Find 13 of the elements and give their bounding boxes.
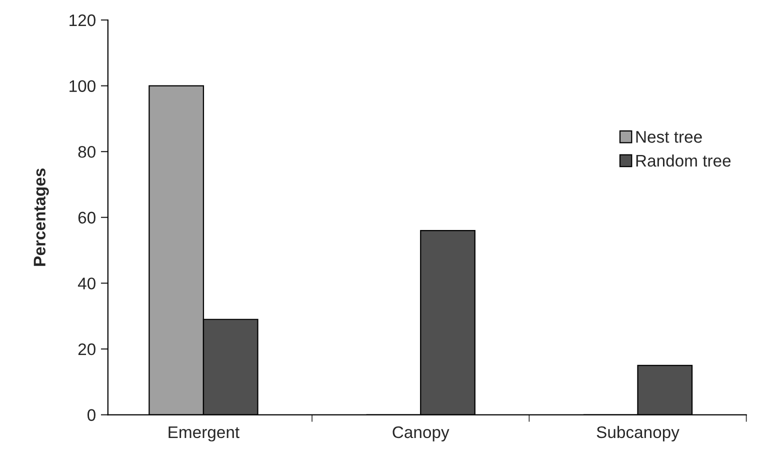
x-tick-label: Emergent	[168, 426, 240, 442]
y-tick-label: 100	[70, 80, 96, 92]
y-tick-label: 120	[70, 14, 96, 26]
legend-label: Nest tree	[636, 131, 702, 143]
y-tick-label: 0	[87, 409, 96, 421]
x-tick-label: Subcanopy	[596, 426, 680, 442]
y-tick-label: 20	[78, 343, 96, 356]
y-tick-label: 60	[78, 212, 96, 224]
x-tick-label: Canopy	[392, 426, 450, 442]
y-tick-label: 40	[78, 278, 96, 290]
y-axis-title: Percentages	[34, 168, 49, 266]
y-tick-label: 80	[78, 146, 96, 158]
legend-label: Random tree	[636, 154, 731, 167]
